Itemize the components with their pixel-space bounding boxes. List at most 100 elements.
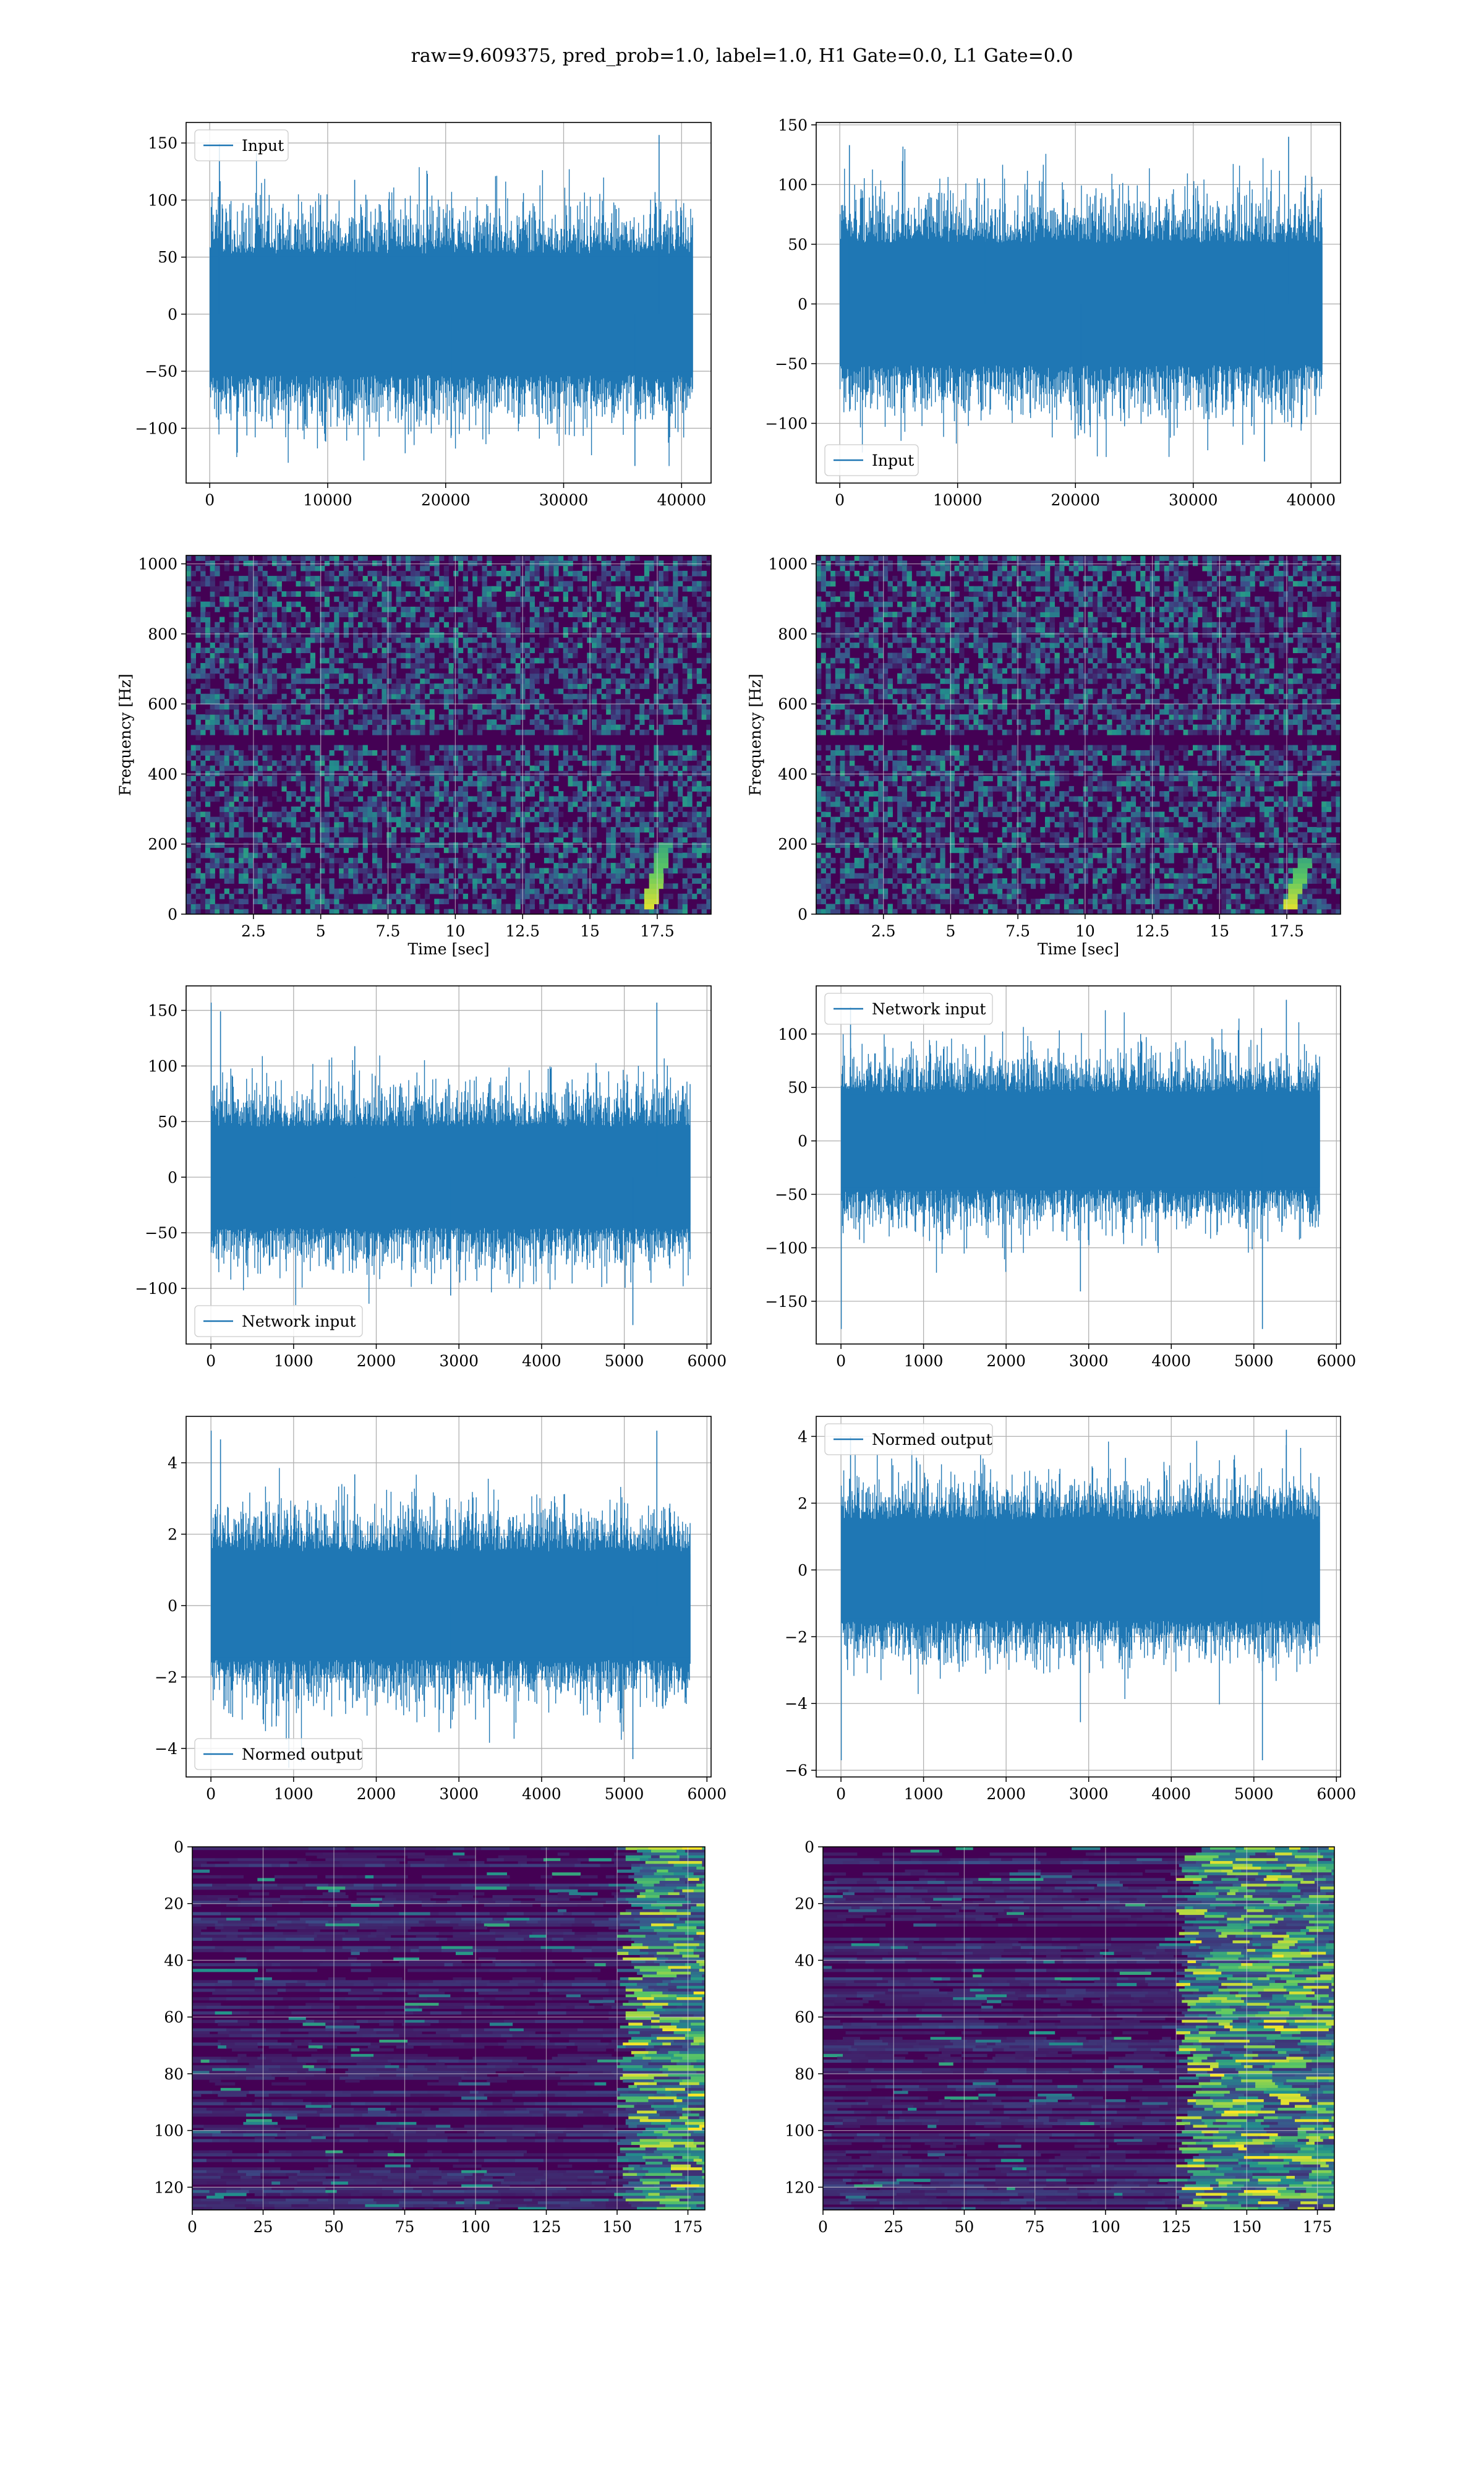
x-axis-label: Time [sec] [407, 940, 489, 958]
x-tick-label: 3000 [1069, 1785, 1109, 1803]
y-tick-label: 100 [148, 191, 177, 209]
legend: Input [824, 444, 919, 476]
axes-frame [186, 555, 712, 915]
x-tick-label: 1000 [274, 1785, 313, 1803]
y-tick-label: 100 [154, 2122, 184, 2140]
y-tick-label: −100 [765, 414, 808, 432]
y-tick-label: −2 [155, 1668, 177, 1686]
x-tick-label: 2.5 [241, 922, 266, 940]
x-tick-label: 4000 [1151, 1785, 1191, 1803]
x-tick-label: 17.5 [640, 922, 675, 940]
y-tick-label: 100 [778, 1025, 808, 1043]
x-tick-label: 0 [206, 1352, 216, 1370]
x-tick-label: 0 [187, 2218, 197, 2236]
x-tick-label: 150 [602, 2218, 632, 2236]
y-tick-label: 0 [798, 1561, 808, 1579]
panel-input-left: 0 10000 20000 30000 40000 −100 −50 0 50 100 150 Inp… [135, 122, 712, 509]
y-tick-label: 0 [804, 1838, 814, 1856]
x-tick-label: 2000 [986, 1352, 1026, 1370]
y-tick-label: 1000 [768, 555, 808, 573]
x-tick-label: 1000 [904, 1352, 944, 1370]
y-tick-label: 40 [164, 1951, 184, 1969]
x-tick-label: 5000 [1234, 1352, 1274, 1370]
panel-normed-output-right: 0 1000 2000 3000 4000 5000 6000 −6 −4 −2 0 2 4 Normed… [785, 1416, 1356, 1803]
x-tick-label: 5000 [605, 1785, 644, 1803]
y-tick-label: 0 [168, 1168, 177, 1186]
x-tick-label: 3000 [1069, 1352, 1109, 1370]
heatmap-cells [816, 555, 1341, 914]
y-tick-label: 400 [148, 765, 177, 783]
y-tick-label: 0 [168, 905, 177, 923]
x-tick-label: 30000 [1169, 491, 1218, 509]
axes-frame [816, 555, 1341, 915]
y-tick-label: −4 [785, 1695, 808, 1713]
y-tick-label: −2 [785, 1628, 808, 1646]
y-tick-label: −150 [765, 1293, 808, 1311]
x-tick-label: 10 [1075, 922, 1095, 940]
legend: Normed output [194, 1738, 363, 1770]
x-tick-label: 0 [205, 491, 215, 509]
x-tick-label: 0 [818, 2218, 828, 2236]
y-tick-label: 0 [798, 295, 808, 313]
x-tick-label: 40000 [657, 491, 707, 509]
y-tick-label: 800 [148, 625, 177, 643]
x-tick-label: 2000 [357, 1352, 396, 1370]
axes-frame [186, 122, 712, 484]
x-tick-label: 3000 [439, 1785, 479, 1803]
x-tick-label: 15 [1209, 922, 1229, 940]
legend-box [824, 444, 919, 476]
y-tick-label: −100 [135, 1280, 177, 1298]
x-tick-label: 75 [395, 2218, 415, 2236]
legend-box [824, 1423, 993, 1455]
x-tick-label: 150 [1232, 2218, 1261, 2236]
y-tick-label: −6 [785, 1761, 808, 1779]
y-tick-label: 150 [148, 1002, 177, 1020]
x-tick-label: 175 [1303, 2218, 1333, 2236]
x-tick-label: 50 [955, 2218, 974, 2236]
x-tick-label: 6000 [1317, 1352, 1357, 1370]
x-tick-label: 25 [254, 2218, 273, 2236]
y-tick-label: 200 [148, 836, 177, 854]
y-tick-label: 400 [778, 765, 808, 783]
y-axis-label: Frequency [Hz] [116, 674, 134, 796]
x-tick-label: 1000 [274, 1352, 313, 1370]
y-tick-label: 2 [798, 1494, 808, 1512]
y-tick-label: 150 [778, 116, 808, 134]
y-tick-label: 600 [148, 695, 177, 713]
legend-label: Input [242, 137, 284, 155]
x-tick-label: 20000 [421, 491, 471, 509]
legend-label: Normed output [872, 1431, 992, 1449]
x-tick-label: 40000 [1287, 491, 1336, 509]
panel-network-input-left: 0 1000 2000 3000 4000 5000 6000 −100 −50 0 50 100 15… [135, 985, 727, 1370]
y-tick-label: −50 [775, 1186, 808, 1204]
y-tick-label: 40 [795, 1951, 814, 1969]
panel-spectrogram-right: 2.5 5 7.5 10 12.5 15 17.5 0 200 400 600 800 1000 Time… [746, 555, 1341, 958]
panel-network-input-right: 0 1000 2000 3000 4000 5000 6000 −150 −100 −50 0 50 1… [765, 985, 1357, 1370]
y-tick-label: 20 [795, 1895, 814, 1913]
x-axis-label: Time [sec] [1038, 940, 1119, 958]
y-tick-label: 100 [785, 2122, 814, 2140]
x-tick-label: 5 [316, 922, 326, 940]
y-tick-label: 50 [788, 1079, 808, 1097]
y-tick-label: 80 [164, 2065, 184, 2083]
axes-frame [822, 1846, 1335, 2211]
y-tick-label: 4 [798, 1427, 808, 1445]
axes-frame [186, 985, 712, 1345]
y-tick-label: −4 [155, 1740, 177, 1758]
legend-label: Normed output [242, 1745, 362, 1763]
x-tick-label: 4000 [522, 1785, 561, 1803]
y-tick-label: 200 [778, 836, 808, 854]
y-tick-label: −50 [145, 1224, 177, 1242]
heatmap-cells [823, 1847, 1334, 2210]
axes-frame [816, 1416, 1341, 1778]
legend-box [194, 1738, 363, 1770]
x-tick-label: 5000 [605, 1352, 644, 1370]
y-tick-label: 0 [174, 1838, 184, 1856]
y-tick-label: 50 [158, 249, 177, 267]
x-tick-label: 3000 [439, 1352, 479, 1370]
panel-spectrogram-left: 2.5 5 7.5 10 12.5 15 17.5 0 200 400 600 800 1000 Time… [116, 555, 712, 958]
legend-box [194, 1305, 363, 1337]
legend: Network input [194, 1305, 363, 1337]
x-tick-label: 12.5 [1135, 922, 1170, 940]
x-tick-label: 75 [1025, 2218, 1045, 2236]
